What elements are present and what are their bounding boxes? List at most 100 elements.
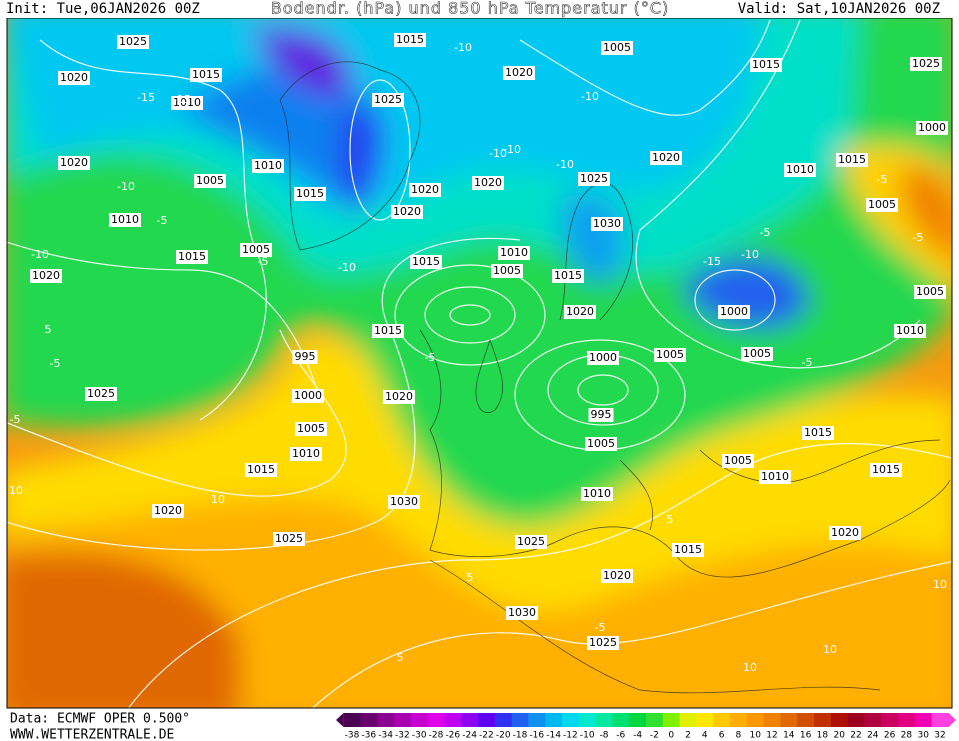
color-legend: -38 -36 -34 -32 -30 -28 -26 -24 -22 -20 -18 -16 -14-… <box>336 713 956 741</box>
legend-tick-label: 8 <box>736 731 742 741</box>
legend-tick-label: 16 <box>800 731 812 741</box>
isobar-label-box <box>894 324 926 338</box>
isobar-label: 1020 <box>393 205 421 218</box>
isobar-label-box <box>784 163 816 177</box>
temperature-label: -10 <box>503 143 521 156</box>
isobar-label-box <box>292 350 318 364</box>
isobar-label-box <box>866 198 898 212</box>
isobar-label: 1010 <box>254 159 282 172</box>
legend-arrow-right <box>948 713 956 727</box>
isobar-label-box <box>654 348 686 362</box>
isobar-label: 1025 <box>119 35 147 48</box>
legend-tick-label: -28 <box>429 731 444 741</box>
isobar-label-box <box>588 408 614 422</box>
isobar-label: 1015 <box>674 543 702 556</box>
isobar-label-box <box>171 96 203 110</box>
isobar-label: 1025 <box>374 93 402 106</box>
legend-tick-label: -8 <box>600 731 609 741</box>
isobar-label: 1015 <box>752 58 780 71</box>
legend-swatch <box>612 713 630 727</box>
isobar-label: 1025 <box>87 387 115 400</box>
isobar-label-box <box>914 285 946 299</box>
valid-time: Valid: Sat,10JAN2026 00Z <box>738 1 940 17</box>
legend-tick-label: -32 <box>395 731 410 741</box>
isobar-label-box <box>759 470 791 484</box>
temperature-label: -15 <box>137 91 155 104</box>
legend-swatch <box>931 713 949 727</box>
isobar-label-box <box>58 71 90 85</box>
isobar-label-box <box>916 121 948 135</box>
legend-swatch <box>646 713 664 727</box>
legend-tick-label: -38 <box>345 731 360 741</box>
temperature-label: 10 <box>743 661 757 674</box>
isobar-label-box <box>30 269 62 283</box>
isobar-label: 1025 <box>275 532 303 545</box>
isobar-label: 1030 <box>390 495 418 508</box>
isobar-label: 995 <box>591 408 612 421</box>
isobar-label-box <box>910 57 942 71</box>
isobar-label: 1020 <box>603 569 631 582</box>
isobar-label: 1020 <box>411 183 439 196</box>
legend-tick-label: 20 <box>833 731 845 741</box>
isobar-label: 1005 <box>196 174 224 187</box>
legend-swatch <box>713 713 731 727</box>
map-title: Bodendr. (hPa) und 850 hPa Temperatur (°… <box>271 0 670 18</box>
legend-swatch <box>679 713 697 727</box>
legend-swatch <box>730 713 748 727</box>
legend-tick-label: 22 <box>850 731 861 741</box>
isobar-label-box <box>294 187 326 201</box>
isobar-label: 1025 <box>580 172 608 185</box>
legend-tick-label: -30 <box>412 731 427 741</box>
isobar-label-box <box>870 463 902 477</box>
legend-swatch <box>343 713 361 727</box>
legend-swatch <box>864 713 882 727</box>
legend-tick-label: 2 <box>685 731 691 741</box>
temperature-label: -15 <box>703 255 721 268</box>
temperature-label: -5 <box>425 351 436 364</box>
isobar-label-box <box>58 156 90 170</box>
temperature-label: 5 <box>667 513 674 526</box>
isobar-label: 1015 <box>192 68 220 81</box>
isobar-label-box <box>85 387 117 401</box>
isobar-label: 1005 <box>587 437 615 450</box>
isobar-label: 1020 <box>566 305 594 318</box>
temperature-label: -5 <box>595 621 606 634</box>
isobar-label: 1020 <box>60 156 88 169</box>
legend-tick-label: -12 <box>563 731 578 741</box>
legend-swatch <box>444 713 462 727</box>
temperature-label: -5 <box>913 231 924 244</box>
legend-tick-label: 10 <box>749 731 761 741</box>
isobar-label: 1010 <box>292 447 320 460</box>
isobar-label-box <box>245 463 277 477</box>
isobar-label-box <box>750 58 782 72</box>
temperature-label: -5 <box>802 356 813 369</box>
isobar-label-box <box>515 535 547 549</box>
temperature-label: -10 <box>581 90 599 103</box>
isobar-label-box <box>591 217 623 231</box>
temperature-label: -5 <box>50 357 61 370</box>
isobar-label: 1015 <box>178 250 206 263</box>
isobar-label-box <box>194 174 226 188</box>
isobar-label-box <box>388 495 420 509</box>
legend-tick-label: 18 <box>817 731 829 741</box>
isobar-label: 1000 <box>720 305 748 318</box>
isobar-label-box <box>391 205 423 219</box>
temperature-label: 10 <box>933 578 947 591</box>
isobar-label: 1005 <box>493 264 521 277</box>
temperature-field <box>7 18 952 708</box>
isobar-label: 1020 <box>60 71 88 84</box>
isobar-label-box <box>117 35 149 49</box>
isobar-label: 1015 <box>412 255 440 268</box>
temperature-label: -10 <box>338 261 356 274</box>
legend-tick-label: 32 <box>934 731 945 741</box>
isobar-label-box <box>601 41 633 55</box>
legend-swatch <box>578 713 597 727</box>
isobar-label: 1005 <box>743 347 771 360</box>
legend-tick-label: 6 <box>719 731 725 741</box>
isobar-label-box <box>829 526 861 540</box>
isobar-label: 1005 <box>656 348 684 361</box>
isobar-label: 1015 <box>396 33 424 46</box>
isobar-label: 1025 <box>912 57 940 70</box>
